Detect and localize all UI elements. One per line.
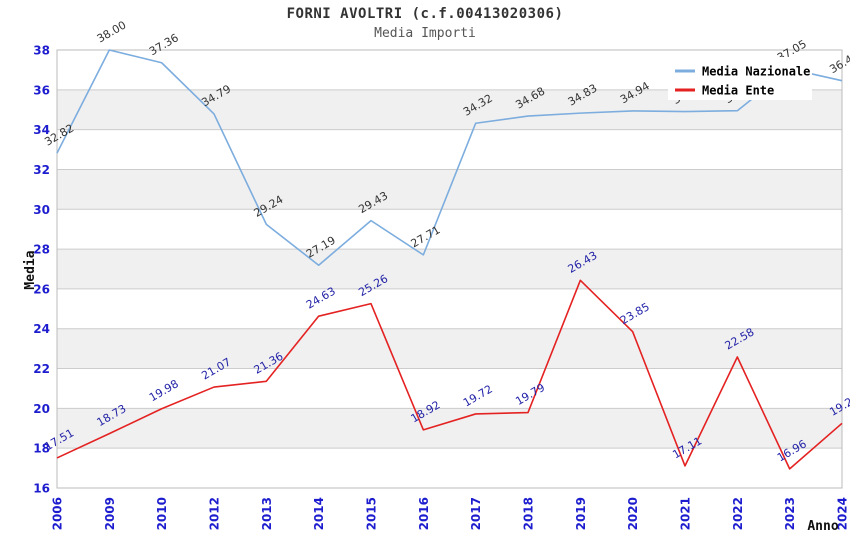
y-tick-label: 38 bbox=[33, 44, 50, 58]
plot-band bbox=[57, 408, 842, 449]
y-tick-label: 30 bbox=[33, 203, 50, 217]
x-tick-label: 2023 bbox=[783, 497, 797, 530]
legend-item-label: Media Nazionale bbox=[702, 65, 810, 79]
point-label: 38.00 bbox=[95, 18, 129, 45]
x-tick-label: 2020 bbox=[626, 497, 640, 530]
x-tick-label: 2018 bbox=[522, 497, 536, 530]
x-tick-label: 2010 bbox=[155, 497, 169, 530]
point-label: 19.98 bbox=[147, 377, 181, 404]
point-label: 36.46 bbox=[827, 49, 850, 76]
y-tick-label: 22 bbox=[33, 362, 50, 376]
y-tick-label: 16 bbox=[33, 482, 50, 496]
plot-border bbox=[56, 49, 843, 489]
x-tick-label: 2024 bbox=[836, 497, 850, 530]
series-line-media-ente bbox=[56, 279, 843, 470]
x-tick-label: 2014 bbox=[312, 497, 326, 530]
x-tick-label: 2019 bbox=[574, 497, 588, 530]
x-tick-label: 2017 bbox=[469, 497, 483, 530]
point-label: 19.79 bbox=[513, 381, 547, 408]
chart-subtitle: Media Importi bbox=[374, 26, 476, 41]
y-tick-label: 28 bbox=[33, 243, 50, 257]
chart-title: FORNI AVOLTRI (c.f.00413020306) bbox=[286, 6, 564, 22]
x-tick-label: 2015 bbox=[365, 497, 379, 530]
x-tick-label: 2016 bbox=[417, 497, 431, 530]
legend-background bbox=[668, 57, 812, 100]
x-axis-title: Anno bbox=[807, 519, 838, 534]
x-tick-label: 2013 bbox=[260, 497, 274, 530]
x-tick-label: 2021 bbox=[679, 497, 693, 530]
plot-band bbox=[57, 328, 842, 369]
point-label: 19.72 bbox=[461, 382, 495, 409]
y-tick-label: 36 bbox=[33, 83, 50, 97]
plot-band bbox=[57, 249, 842, 289]
x-tick-label: 2022 bbox=[731, 497, 745, 530]
point-label: 37.36 bbox=[147, 31, 181, 58]
y-tick-label: 32 bbox=[33, 163, 50, 177]
legend-item-label: Media Ente bbox=[702, 84, 774, 98]
y-tick-label: 26 bbox=[33, 282, 50, 296]
y-tick-label: 18 bbox=[33, 442, 50, 456]
series-line-media-nazionale bbox=[56, 49, 843, 267]
y-tick-label: 24 bbox=[33, 322, 50, 336]
x-tick-label: 2006 bbox=[51, 497, 65, 530]
y-tick-label: 20 bbox=[33, 402, 50, 416]
y-axis-title: Media bbox=[23, 250, 38, 289]
y-tick-label: 34 bbox=[33, 123, 50, 137]
legend: Media Nazionale Media Ente bbox=[668, 57, 812, 100]
x-tick-label: 2012 bbox=[208, 497, 222, 530]
point-label: 23.85 bbox=[618, 300, 652, 327]
x-tick-label: 2009 bbox=[103, 497, 117, 530]
point-label: 19.25 bbox=[827, 392, 850, 419]
point-label: 27.71 bbox=[409, 223, 443, 250]
